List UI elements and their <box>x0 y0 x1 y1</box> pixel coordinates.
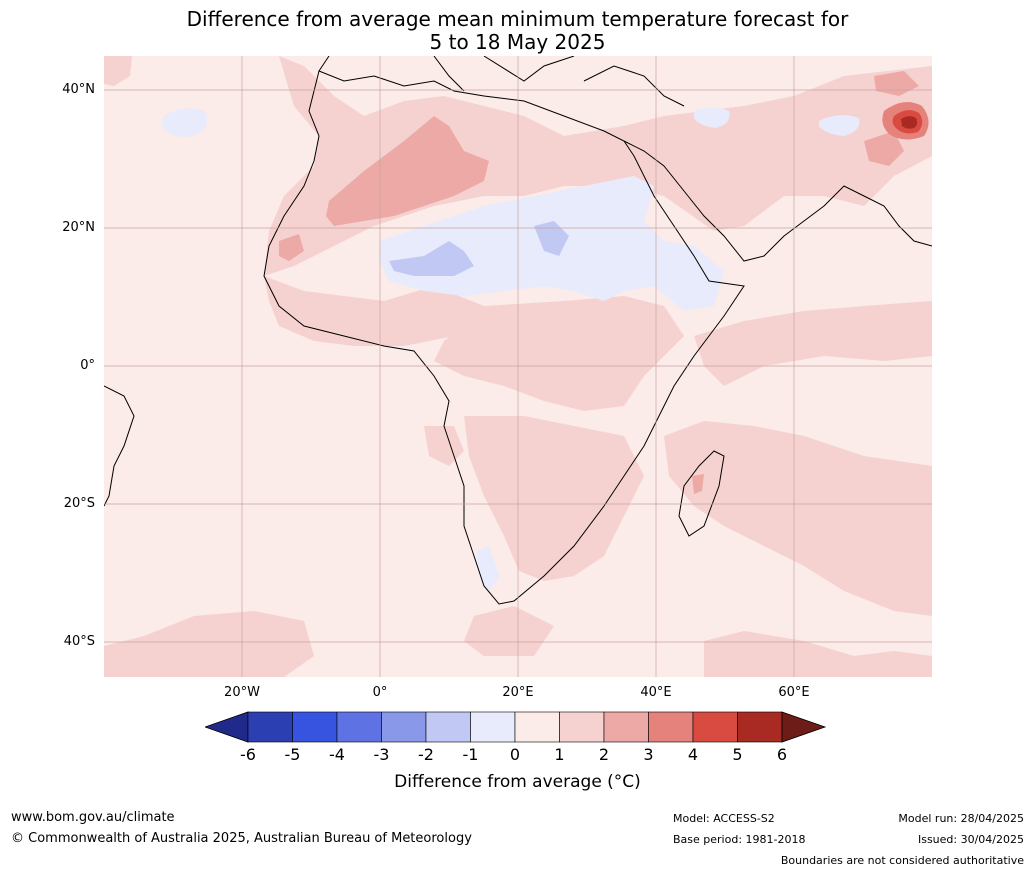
colorbar-cell <box>692 711 738 743</box>
colorbar-cell <box>292 711 338 743</box>
warm-anomaly-iran <box>864 131 904 166</box>
colorbar-tick-label: 4 <box>687 745 699 764</box>
colorbar-extend-low <box>205 711 249 743</box>
lat-label-20n: 20°N <box>62 220 95 235</box>
lat-label-40n: 40°N <box>62 82 95 97</box>
footer-base-period: Base period: 1981-2018 <box>673 833 806 846</box>
arabia-coastline <box>623 140 932 262</box>
footer-disclaimer: Boundaries are not considered authoritat… <box>780 854 1024 867</box>
colorbar-tick-label: 5 <box>732 745 743 764</box>
anomaly-region-sahara-north <box>264 56 932 276</box>
colorbar-tick-label: -4 <box>329 745 345 764</box>
colorbar-tick-label: -5 <box>284 745 301 764</box>
colorbar-tick-label: 2 <box>598 745 610 764</box>
colorbar-cell <box>559 711 605 743</box>
colorbar <box>205 711 827 743</box>
cool-anomaly-azores <box>161 108 208 137</box>
africa-coastline <box>263 70 745 605</box>
title-line-1: Difference from average mean minimum tem… <box>186 7 849 31</box>
hot-spot-core <box>901 116 918 129</box>
cooler-anomaly-chad <box>389 241 474 276</box>
europe-coastline <box>318 56 685 107</box>
colorbar-tick-label: -6 <box>240 745 256 764</box>
lat-label-0: 0° <box>80 358 95 373</box>
anomaly-region-southern-ocean-west <box>104 611 314 677</box>
colorbar-cell <box>381 711 427 743</box>
cool-anomaly-caspian-south <box>819 115 860 136</box>
lon-label-40e: 40°E <box>640 685 672 700</box>
lon-label-0: 0° <box>372 685 388 700</box>
colorbar-cell <box>603 711 649 743</box>
anomaly-region-southern-ocean-mid <box>464 606 554 656</box>
colorbar-cell <box>247 711 293 743</box>
warm-anomaly-madagascar <box>692 474 704 494</box>
anomaly-region-indian-ocean <box>694 301 932 386</box>
map-title: Difference from average mean minimum tem… <box>0 8 1035 54</box>
lat-label-20s: 20°S <box>63 496 95 511</box>
cooler-anomaly-sudan <box>534 221 569 256</box>
title-line-2: 5 to 18 May 2025 <box>429 30 606 54</box>
colorbar-tick-label: -2 <box>418 745 434 764</box>
colorbar-extend-high <box>781 711 827 743</box>
anomaly-region-southern-ocean-east <box>704 631 932 677</box>
lon-label-20e: 20°E <box>502 685 534 700</box>
colorbar-cell <box>737 711 783 743</box>
colorbar-label: Difference from average (°C) <box>394 772 641 792</box>
footer-issued: Issued: 30/04/2025 <box>917 833 1024 846</box>
madagascar-coastline <box>678 450 725 537</box>
colorbar-tick-label: 0 <box>509 745 521 764</box>
colorbar-cell <box>336 711 382 743</box>
cool-anomaly-turkey <box>694 107 730 128</box>
anomaly-region-mozambique-channel <box>664 421 932 616</box>
graticule <box>104 56 932 677</box>
colorbar-cell <box>425 711 471 743</box>
colorbar-tick-label: -3 <box>373 745 390 764</box>
colorbar-tick-label: 6 <box>776 745 788 764</box>
anomaly-map <box>104 56 932 677</box>
colorbar-tick-label: -1 <box>462 745 479 764</box>
colorbar-tick-label: 3 <box>643 745 654 764</box>
lat-label-40s: 40°S <box>63 634 95 649</box>
footer-website[interactable]: www.bom.gov.au/climate <box>11 810 175 825</box>
colorbar-cell <box>648 711 694 743</box>
lon-label-60e: 60°E <box>778 685 810 700</box>
warm-anomaly-algeria <box>326 116 489 226</box>
lon-label-20w: 20°W <box>224 685 260 700</box>
anomaly-region-north-atlantic <box>104 56 132 86</box>
footer-copyright: © Commonwealth of Australia 2025, Austra… <box>11 831 472 846</box>
colorbar-tick-label: 1 <box>554 745 565 764</box>
south-america-coastline <box>104 385 135 507</box>
anomaly-region-central-africa <box>434 296 684 411</box>
colorbar-cell <box>470 711 516 743</box>
anomaly-region-southern-africa <box>464 416 644 581</box>
warm-anomaly-west-sahara <box>279 234 304 261</box>
colorbar-cell <box>514 711 560 743</box>
footer-model: Model: ACCESS-S2 <box>673 812 775 825</box>
footer-model-run: Model run: 28/04/2025 <box>898 812 1024 825</box>
